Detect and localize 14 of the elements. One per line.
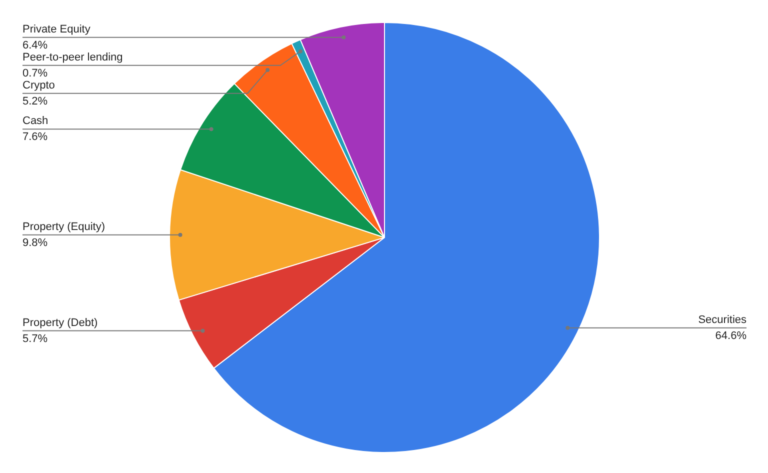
slice-label: Private Equity — [22, 23, 91, 36]
slice-label: Property (Debt) — [22, 316, 98, 329]
data-label: 64.6% — [715, 330, 747, 342]
slice-label: Cash — [22, 115, 48, 128]
slice-label: Peer-to-peer lending — [22, 51, 123, 64]
data-label: 5.7% — [22, 332, 48, 345]
data-label: 0.7% — [22, 67, 48, 80]
data-label: 9.8% — [22, 236, 48, 249]
data-label: 6.4% — [22, 39, 48, 52]
slice-label: Securities — [698, 314, 747, 326]
data-label: 5.2% — [22, 95, 48, 108]
slice-label: Property (Equity) — [22, 220, 106, 233]
data-label: 7.6% — [22, 131, 48, 144]
slice-label: Crypto — [22, 79, 55, 92]
